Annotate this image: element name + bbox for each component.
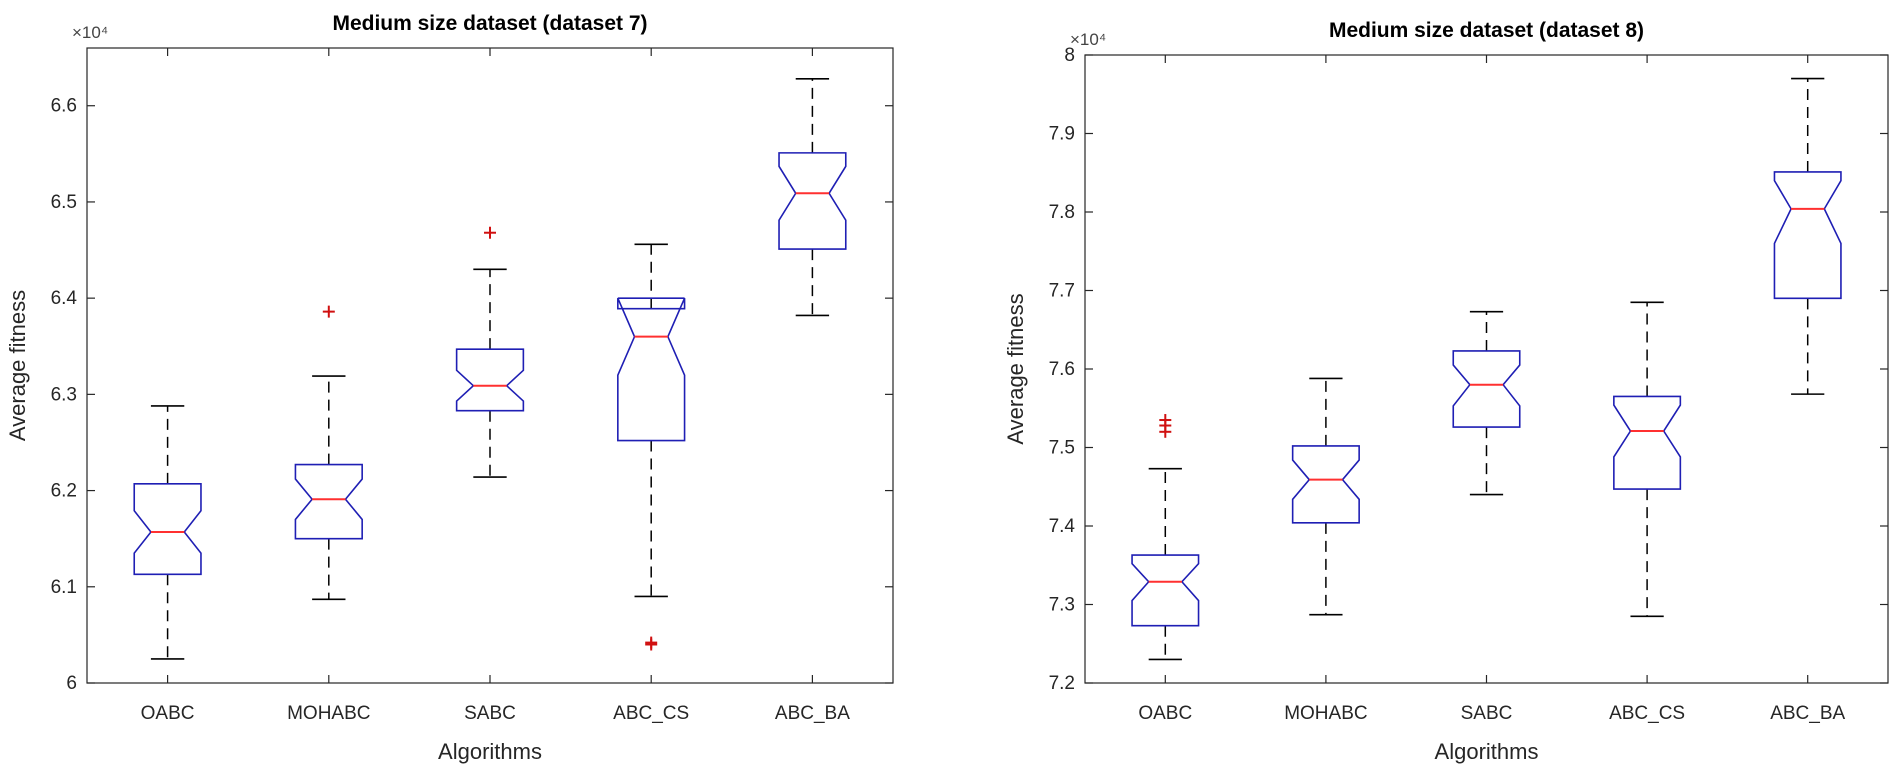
x-tick-label-oabc: OABC bbox=[1138, 703, 1192, 724]
x-tick-label-mohabc: MOHABC bbox=[287, 703, 370, 724]
box-body bbox=[1773, 171, 1842, 300]
y-tick-label: 7.2 bbox=[1049, 673, 1075, 694]
box-body bbox=[1131, 554, 1200, 627]
x-tick-label-oabc: OABC bbox=[141, 703, 195, 724]
box-sabc bbox=[1452, 310, 1521, 496]
y-tick-label: 7.7 bbox=[1049, 281, 1075, 302]
box-body bbox=[617, 297, 686, 442]
x-tick-label-mohabc: MOHABC bbox=[1284, 703, 1367, 724]
y-tick-label: 6.5 bbox=[51, 192, 77, 213]
y-tick-label: 6.2 bbox=[51, 481, 77, 502]
box-mohabc bbox=[294, 305, 363, 601]
box-oabc bbox=[133, 405, 202, 660]
y-tick-label: 6.1 bbox=[51, 577, 77, 598]
box-body bbox=[1613, 395, 1682, 490]
chart-title: Medium size dataset (dataset 8) bbox=[1329, 19, 1644, 42]
box-body bbox=[455, 348, 525, 412]
box-mohabc bbox=[1291, 377, 1360, 616]
x-tick-label-abc_ba: ABC_BA bbox=[775, 703, 850, 724]
chart-panel-2: 7.2 7.3 7.4 7.5 7.6 7.7 7.8 7.9 8 OABC MOHABC SABC A… bbox=[1003, 19, 1889, 764]
box-abc_ba bbox=[778, 77, 847, 317]
box-body bbox=[1452, 350, 1521, 428]
chart-title: Medium size dataset (dataset 7) bbox=[332, 12, 647, 35]
y-tick-label: 7.8 bbox=[1049, 202, 1075, 223]
y-tick-label: 8 bbox=[1064, 45, 1075, 66]
x-tick-label-sabc: SABC bbox=[464, 703, 516, 724]
x-axis-label: Algorithms bbox=[438, 739, 542, 764]
plot-area-frame bbox=[86, 47, 894, 684]
x-tick-label-abc_cs: ABC_CS bbox=[1609, 703, 1685, 724]
box-body bbox=[133, 483, 202, 576]
y-tick-label: 7.6 bbox=[1049, 359, 1075, 380]
box-abc_cs bbox=[1613, 301, 1682, 618]
box-oabc bbox=[1131, 414, 1200, 661]
y-axis-label: Average fitness bbox=[5, 290, 30, 441]
plot-area-frame bbox=[1084, 54, 1889, 684]
y-tick-label: 7.5 bbox=[1049, 438, 1075, 459]
y-tick-label: 7.9 bbox=[1049, 124, 1075, 145]
box-abc_cs bbox=[617, 243, 686, 651]
x-axis-label: Algorithms bbox=[1435, 739, 1539, 764]
x-tick-label-abc_cs: ABC_CS bbox=[613, 703, 689, 724]
y-tick-label: 6.4 bbox=[51, 288, 78, 309]
outlier-marker bbox=[484, 226, 496, 239]
outlier-marker bbox=[645, 638, 658, 651]
x-tick-label-abc_ba: ABC_BA bbox=[1770, 703, 1845, 724]
y-tick-label: 7.3 bbox=[1049, 595, 1075, 616]
chart-panel-1: 6 6.1 6.2 6.3 6.4 6.5 6.6 OABC MOHABC SABC ABC_CS A… bbox=[5, 12, 894, 764]
outlier-marker bbox=[322, 305, 335, 318]
y-tick-label: 6.3 bbox=[51, 384, 77, 405]
box-abc_ba bbox=[1773, 77, 1842, 395]
box-sabc bbox=[455, 226, 525, 478]
y-tick-label: 6 bbox=[66, 673, 77, 694]
box-body bbox=[778, 152, 847, 250]
y-exponent-label: ×10⁴ bbox=[1070, 30, 1106, 49]
box-body bbox=[294, 463, 363, 540]
outlier-marker bbox=[1159, 425, 1172, 438]
y-tick-label: 6.6 bbox=[51, 96, 77, 117]
box-body bbox=[1291, 445, 1360, 524]
y-tick-label: 7.4 bbox=[1049, 516, 1076, 537]
x-tick-label-sabc: SABC bbox=[1461, 703, 1513, 724]
y-exponent-label: ×10⁴ bbox=[72, 23, 108, 42]
y-axis-label: Average fitness bbox=[1003, 293, 1028, 444]
